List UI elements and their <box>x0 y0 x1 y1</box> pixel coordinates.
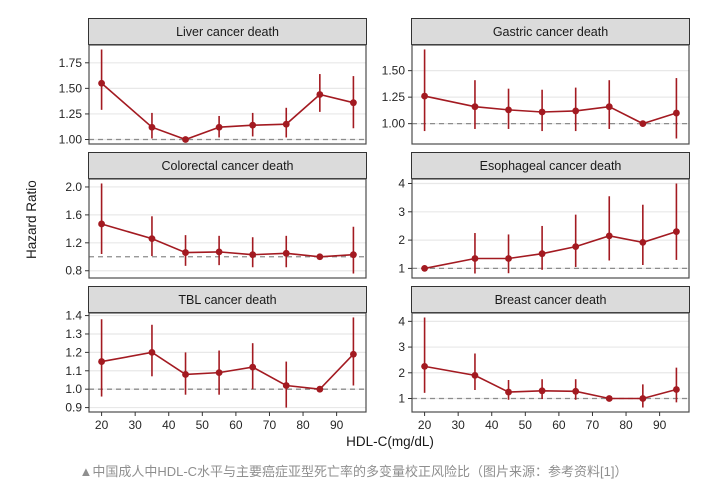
figure-caption: ▲中国成人中HDL-C水平与主要癌症亚型死亡率的多变量校正风险比（图片来源：参考… <box>79 464 628 479</box>
svg-text:30: 30 <box>451 418 465 432</box>
svg-text:90: 90 <box>653 418 667 432</box>
panel-title: Breast cancer death <box>494 292 607 307</box>
svg-text:4: 4 <box>398 314 405 328</box>
svg-text:1.00: 1.00 <box>59 133 83 147</box>
svg-text:3: 3 <box>398 205 405 219</box>
panel-title-strip: Esophageal cancer death <box>411 152 690 179</box>
panel-title-strip: Gastric cancer death <box>411 18 690 45</box>
panel-title-strip: Breast cancer death <box>411 286 690 313</box>
panel-title-strip: Liver cancer death <box>88 18 367 45</box>
svg-text:2: 2 <box>398 233 405 247</box>
svg-text:1.2: 1.2 <box>65 345 82 359</box>
svg-text:2.0: 2.0 <box>65 180 82 194</box>
svg-text:40: 40 <box>162 418 176 432</box>
panel-plot: 1.00 1.25 1.50 1.75 <box>59 44 367 147</box>
panel-plot: 1 2 3 4 20 30 40 50 60 70 80 90 <box>398 312 690 432</box>
panel-tbl-cancer-death: TBL cancer death 0.9 1.0 1.1 1.2 1.3 1.4 20 30 4… <box>45 286 367 438</box>
svg-text:1.6: 1.6 <box>65 208 82 222</box>
svg-text:50: 50 <box>196 418 210 432</box>
svg-text:40: 40 <box>485 418 499 432</box>
svg-text:50: 50 <box>519 418 533 432</box>
svg-text:1.50: 1.50 <box>382 64 406 78</box>
panel-title-strip: TBL cancer death <box>88 286 367 313</box>
panel-breast-cancer-death: Breast cancer death 1 2 3 4 20 30 40 50 60 70 80 90 <box>366 286 690 438</box>
svg-text:30: 30 <box>128 418 142 432</box>
panel-plot: 1 2 3 4 <box>398 177 690 279</box>
panel-colorectal-cancer-death: Colorectal cancer death 0.8 1.2 1.6 2.0 <box>45 152 367 279</box>
panel-title: Esophageal cancer death <box>479 158 622 173</box>
svg-text:60: 60 <box>552 418 566 432</box>
svg-text:80: 80 <box>296 418 310 432</box>
svg-text:1.25: 1.25 <box>382 90 406 104</box>
svg-text:0.9: 0.9 <box>65 401 82 415</box>
svg-text:60: 60 <box>229 418 243 432</box>
panel-title: TBL cancer death <box>178 292 277 307</box>
svg-text:1.0: 1.0 <box>65 382 82 396</box>
svg-text:1.1: 1.1 <box>65 364 82 378</box>
panel-plot: 0.8 1.2 1.6 2.0 <box>65 178 367 279</box>
panel-title: Gastric cancer death <box>492 24 609 39</box>
svg-text:1.2: 1.2 <box>65 236 82 250</box>
panel-title-strip: Colorectal cancer death <box>88 152 367 179</box>
svg-text:1.3: 1.3 <box>65 327 82 341</box>
panel-title: Colorectal cancer death <box>161 158 294 173</box>
svg-text:0.8: 0.8 <box>65 264 82 278</box>
svg-text:1.50: 1.50 <box>59 81 83 95</box>
panel-title: Liver cancer death <box>176 24 279 39</box>
svg-text:1.75: 1.75 <box>59 56 83 70</box>
panel-plot: 0.9 1.0 1.1 1.2 1.3 1.4 20 30 40 50 60 70 80 90 <box>65 309 367 432</box>
svg-text:1: 1 <box>398 392 405 406</box>
svg-text:70: 70 <box>586 418 600 432</box>
svg-text:1.4: 1.4 <box>65 309 82 323</box>
panel-liver-cancer-death: Liver cancer death 1.00 1.25 1.50 1.75 <box>45 18 367 147</box>
svg-text:4: 4 <box>398 177 405 191</box>
panel-grid: Liver cancer death 1.00 1.25 1.50 1.75 Gast… <box>45 18 690 438</box>
svg-text:20: 20 <box>418 418 432 432</box>
svg-text:20: 20 <box>95 418 109 432</box>
svg-text:2: 2 <box>398 366 405 380</box>
x-axis-label: HDL-C(mg/dL) <box>346 434 434 449</box>
svg-text:90: 90 <box>330 418 344 432</box>
svg-text:3: 3 <box>398 340 405 354</box>
svg-text:1: 1 <box>398 261 405 275</box>
svg-text:1.25: 1.25 <box>59 107 83 121</box>
panel-gastric-cancer-death: Gastric cancer death 1.00 1.25 1.50 <box>366 18 690 145</box>
panel-esophageal-cancer-death: Esophageal cancer death 1 2 3 4 <box>366 152 690 279</box>
svg-text:1.00: 1.00 <box>382 117 406 131</box>
y-axis-label: Hazard Ratio <box>24 180 39 260</box>
svg-text:80: 80 <box>619 418 633 432</box>
panel-plot: 1.00 1.25 1.50 <box>382 44 690 145</box>
svg-text:70: 70 <box>263 418 277 432</box>
